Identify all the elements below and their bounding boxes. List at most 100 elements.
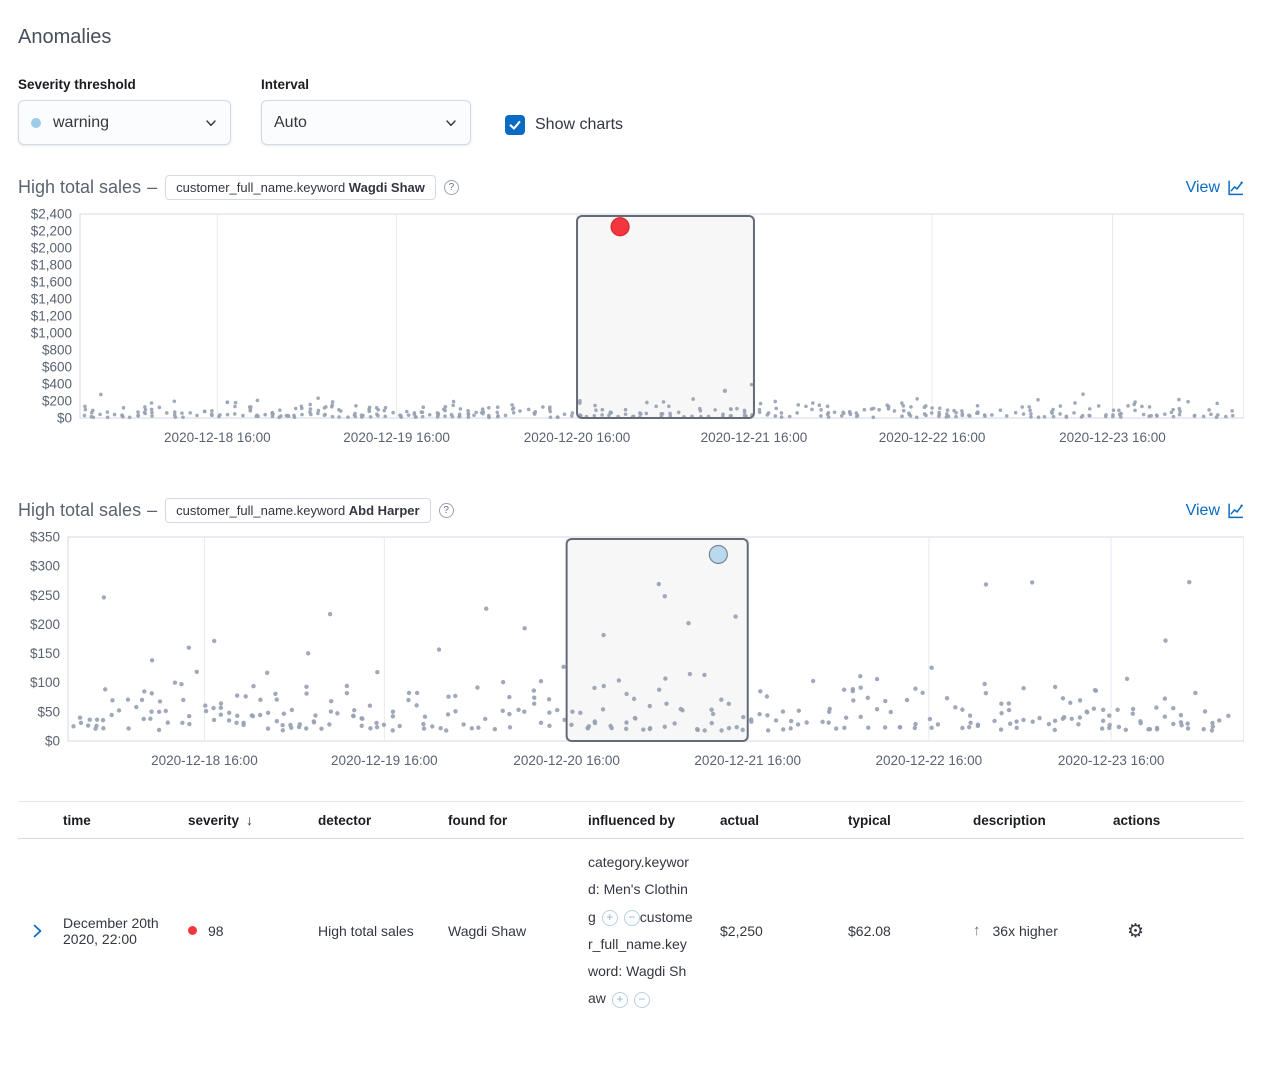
anomaly-scatter-chart[interactable]: 2020-12-18 16:00 2020-12-19 16:00 2020-12-…: [18, 208, 1244, 454]
column-header-severity[interactable]: severity ↓: [188, 812, 254, 828]
line-chart-icon: [1228, 503, 1243, 519]
anomaly-scatter-chart[interactable]: 2020-12-18 16:00 2020-12-19 16:00 2020-12-…: [18, 531, 1244, 777]
anomaly-markers[interactable]: [708, 544, 728, 565]
y-axis-tick-label: $50: [37, 704, 60, 719]
chart-header: High total sales – customer_full_name.ke…: [18, 498, 1244, 523]
description-text: 36x higher: [992, 922, 1058, 939]
arrow-up-icon: ↑: [973, 922, 981, 940]
anomaly-marker[interactable]: [708, 544, 728, 565]
anomaly-marker[interactable]: [610, 217, 630, 237]
help-icon[interactable]: ?: [443, 180, 459, 195]
row-expand-button[interactable]: [18, 919, 55, 943]
cell-actions: ⚙: [1105, 916, 1244, 946]
warning-severity-dot-icon: [31, 117, 41, 128]
y-axis-tick-label: $1,400: [31, 292, 72, 307]
severity-threshold-select[interactable]: warning: [18, 100, 231, 145]
cell-actual: $2,250: [720, 922, 763, 939]
column-header-description[interactable]: description: [973, 812, 1046, 828]
view-link[interactable]: View: [1186, 179, 1244, 197]
add-filter-icon[interactable]: +: [611, 991, 628, 1008]
chevron-down-icon: [446, 119, 456, 126]
view-link[interactable]: View: [1186, 502, 1244, 520]
x-axis-tick-label: 2020-12-20 16:00: [513, 753, 620, 768]
entity-field: customer_full_name.keyword: [176, 180, 346, 195]
anomaly-chart-card-abd-harper: High total sales – customer_full_name.ke…: [18, 498, 1244, 777]
influencer-text: customer_full_name.keyword: Wagdi Shaw: [588, 908, 693, 1007]
y-axis-tick-label: $200: [42, 394, 72, 409]
view-link-label: View: [1185, 501, 1220, 519]
time-selection-window[interactable]: [565, 538, 749, 742]
y-axis-tick-label: $800: [42, 343, 72, 358]
y-axis-tick-label: $600: [42, 360, 72, 375]
scatter-points: [82, 382, 1235, 420]
entity-badge[interactable]: customer_full_name.keyword Abd Harper: [165, 498, 431, 523]
header-expander-spacer: [18, 802, 55, 838]
y-axis-tick-label: $1,800: [31, 258, 72, 273]
interval-label: Interval: [261, 77, 310, 92]
entity-badge[interactable]: customer_full_name.keyword Wagdi Shaw: [165, 175, 436, 200]
entity-value: Wagdi Shaw: [348, 180, 425, 195]
column-header-typical[interactable]: typical: [848, 812, 891, 828]
view-link-label: View: [1185, 178, 1220, 196]
chevron-down-icon: [206, 119, 216, 126]
remove-filter-icon[interactable]: −: [633, 991, 650, 1008]
x-axis-tick-label: 2020-12-18 16:00: [151, 753, 258, 768]
y-axis-tick-label: $1,200: [31, 309, 72, 324]
chart-title-separator: –: [147, 177, 158, 197]
time-selection-window[interactable]: [576, 215, 755, 419]
chevron-right-icon: [33, 924, 41, 938]
cell-severity: 98: [180, 919, 310, 943]
help-icon[interactable]: ?: [438, 503, 454, 518]
entity-field: customer_full_name.keyword: [176, 503, 346, 518]
x-axis-tick-label: 2020-12-21 16:00: [701, 430, 808, 445]
page-title: Anomalies: [18, 26, 112, 48]
x-axis-tick-label: 2020-12-20 16:00: [524, 430, 631, 445]
severity-threshold-group: Severity threshold warning: [18, 77, 231, 145]
x-axis-tick-label: 2020-12-23 16:00: [1058, 753, 1165, 768]
cell-found-for: Wagdi Shaw: [448, 922, 527, 939]
y-axis-tick-label: $2,400: [31, 208, 72, 222]
severity-score: 98: [208, 922, 224, 939]
anomaly-chart-card-wagdi-shaw: High total sales – customer_full_name.ke…: [18, 175, 1244, 454]
remove-filter-icon[interactable]: −: [623, 909, 640, 926]
y-axis-tick-label: $2,000: [31, 241, 72, 256]
x-axis-tick-label: 2020-12-22 16:00: [879, 430, 986, 445]
y-axis-tick-label: $150: [30, 646, 60, 661]
interval-select[interactable]: Auto: [261, 100, 471, 145]
anomalies-table: time severity ↓ detector found for influe…: [18, 801, 1244, 1025]
x-axis-tick-label: 2020-12-19 16:00: [331, 753, 438, 768]
x-axis-tick-label: 2020-12-19 16:00: [343, 430, 450, 445]
anomaly-markers[interactable]: [610, 217, 630, 237]
table-row: December 20th 2020, 22:00 98 High total …: [18, 839, 1244, 1025]
severity-threshold-value: warning: [53, 113, 110, 131]
scatter-points: [71, 579, 1231, 733]
column-header-time[interactable]: time: [63, 812, 91, 828]
chart-title: High total sales: [18, 177, 142, 197]
y-axis-tick-label: $0: [45, 734, 60, 749]
influencer-text: category.keyword: Men's Clothing: [588, 854, 689, 925]
cell-typical: $62.08: [848, 922, 891, 939]
check-icon: [509, 120, 521, 130]
show-charts-checkbox[interactable]: Show charts: [505, 115, 623, 135]
column-header-found-for[interactable]: found for: [448, 812, 508, 828]
cell-influenced-by: category.keyword: Men's Clothing + − custom…: [580, 845, 702, 1017]
checkbox-checked-icon[interactable]: [505, 115, 525, 135]
severity-threshold-label: Severity threshold: [18, 77, 136, 92]
y-axis-tick-label: $200: [30, 617, 60, 632]
y-axis-tick-label: $250: [30, 588, 60, 603]
x-axis-tick-label: 2020-12-21 16:00: [694, 753, 801, 768]
y-axis-tick-label: $2,200: [31, 224, 72, 239]
column-header-influenced-by[interactable]: influenced by: [588, 812, 676, 828]
entity-value: Abd Harper: [348, 503, 420, 518]
interval-value: Auto: [274, 113, 307, 131]
influencer: customer_full_name.keyword: Wagdi Shaw + −: [588, 908, 693, 1008]
gear-icon[interactable]: ⚙: [1113, 920, 1144, 942]
column-header-detector[interactable]: detector: [318, 812, 372, 828]
controls-row: Severity threshold warning Interval Auto: [18, 77, 1244, 145]
chart-title-separator: –: [147, 500, 158, 520]
column-header-actual[interactable]: actual: [720, 812, 760, 828]
interval-group: Interval Auto: [261, 77, 471, 145]
add-filter-icon[interactable]: +: [601, 909, 618, 926]
y-axis-tick-label: $0: [57, 411, 72, 426]
y-axis-tick-label: $1,000: [31, 326, 72, 341]
